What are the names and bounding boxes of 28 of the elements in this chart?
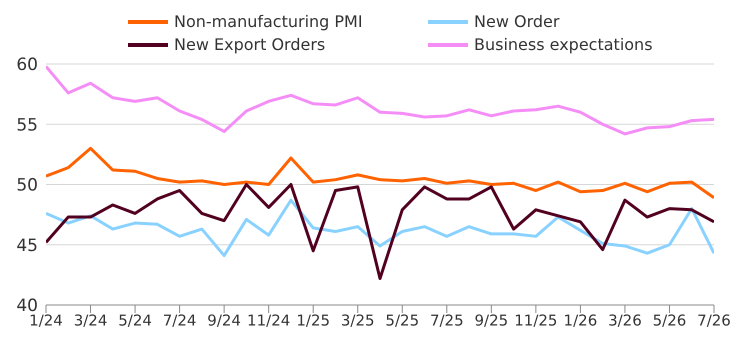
x-tick-label: 1/26 (564, 312, 598, 330)
x-tick-label: 11/25 (514, 312, 558, 330)
x-tick-label: 1/25 (296, 312, 330, 330)
x-tick-label: 1/24 (29, 312, 63, 330)
line-series (46, 146, 714, 200)
x-tick-label: 3/25 (340, 312, 375, 330)
legend-label: Business expectations (474, 35, 653, 54)
x-tick-label: 7/24 (162, 312, 196, 330)
x-tick-label: 11/24 (247, 312, 290, 330)
x-tick-label: 5/25 (385, 312, 420, 330)
x-tick-label: 9/25 (474, 312, 508, 330)
y-tick-label: 50 (16, 176, 38, 196)
y-tick-label: 45 (16, 236, 38, 256)
line-series (46, 183, 714, 280)
line-series (46, 198, 714, 258)
x-tick-label: 7/26 (697, 312, 731, 330)
x-tick-label: 9/24 (207, 312, 241, 330)
x-tick-label: 7/25 (430, 312, 464, 330)
legend-label: New Order (474, 12, 560, 31)
x-tick-label: 5/26 (652, 312, 686, 330)
legend-label: New Export Orders (174, 35, 326, 54)
x-tick-label: 3/26 (608, 312, 642, 330)
y-tick-label: 60 (16, 55, 38, 76)
x-tick-label: 3/24 (74, 312, 108, 330)
line-series (46, 64, 714, 136)
y-tick-label: 55 (16, 115, 38, 136)
x-tick-label: 5/24 (118, 312, 152, 330)
legend-label: Non-manufacturing PMI (174, 12, 363, 31)
